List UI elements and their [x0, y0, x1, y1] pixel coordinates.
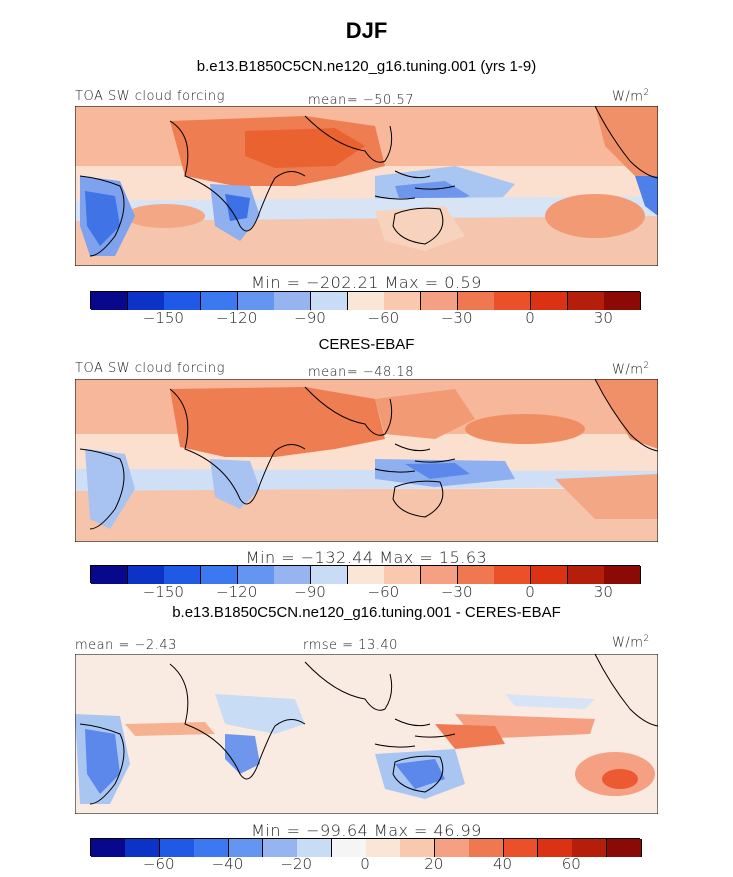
page-title: DJF: [345, 18, 388, 43]
colorbar-swatch: [347, 566, 385, 584]
colorbar-swatch: [421, 292, 459, 310]
colorbar-tick-label: 0: [525, 583, 535, 601]
colorbar-swatch: [237, 566, 275, 584]
colorbar-tick-label: −150: [142, 583, 184, 601]
colorbar-tick-label: −90: [294, 583, 326, 601]
colorbar-swatch: [457, 292, 495, 310]
colorbar-tick-label: −60: [142, 855, 175, 873]
panel2-header: CERES-EBAF: [318, 336, 415, 353]
colorbar-swatch: [164, 292, 202, 310]
panel2-map-svg: [74, 378, 659, 543]
colorbar-swatch: [237, 292, 275, 310]
colorbar-swatch: [311, 292, 349, 310]
panel3-map: [74, 653, 659, 815]
colorbar-tick-label: −120: [216, 583, 258, 601]
colorbar-swatch: [274, 566, 312, 584]
colorbar-tick-label: −30: [440, 309, 473, 327]
colorbar-tick-label: 40: [492, 855, 513, 873]
panel1-minmax: Min = −202.21 Max = 0.59: [251, 273, 482, 292]
panel1-mean-label: mean= −50.57: [308, 93, 415, 108]
colorbar-swatch: [91, 292, 129, 310]
colorbar-swatch: [604, 292, 642, 310]
colorbar-tick-label: 0: [525, 309, 535, 327]
panel3-colorbar-ticks: −60 −40 −20 0 20 40 60: [90, 855, 640, 875]
colorbar-swatch: [384, 292, 422, 310]
panel3-minmax: Min = −99.64 Max = 46.99: [251, 821, 482, 840]
colorbar-swatch: [311, 566, 349, 584]
panel2-mean-label: mean= −48.18: [308, 365, 415, 380]
panel1-field-label: TOA SW cloud forcing: [75, 89, 225, 104]
colorbar-swatch: [606, 839, 642, 857]
panel1-map-svg: [74, 105, 659, 267]
panel3-rmse-label: rmse = 13.40: [303, 638, 398, 653]
colorbar-tick-label: −60: [367, 583, 400, 601]
colorbar-tick-label: −40: [211, 855, 244, 873]
colorbar-tick-label: 30: [593, 309, 613, 327]
panel2-colorbar: [90, 565, 642, 584]
colorbar-tick-label: −60: [367, 309, 400, 327]
colorbar-swatch: [91, 566, 129, 584]
colorbar-swatch: [164, 566, 202, 584]
colorbar-swatch: [201, 292, 239, 310]
panel1-map: [74, 105, 659, 267]
colorbar-swatch: [384, 566, 422, 584]
colorbar-swatch: [201, 566, 239, 584]
colorbar-swatch: [531, 292, 569, 310]
colorbar-tick-label: −150: [142, 309, 184, 327]
panel3-header: b.e13.B1850C5CN.ne120_g16.tuning.001 - C…: [172, 604, 561, 621]
panel1-colorbar: [90, 291, 642, 310]
panel3-units: W/m2: [612, 634, 650, 651]
colorbar-swatch: [127, 566, 165, 584]
colorbar-tick-label: 20: [424, 855, 444, 873]
colorbar-swatch: [567, 292, 605, 310]
panel1-colorbar-ticks: −150 −120 −90 −60 −30 0 30: [90, 309, 640, 329]
panel2-units: W/m2: [612, 361, 650, 378]
colorbar-tick-label: 0: [360, 855, 370, 873]
colorbar-tick-label: −20: [280, 855, 313, 873]
colorbar-tick-label: 30: [593, 583, 613, 601]
colorbar-swatch: [494, 292, 532, 310]
panel2-field-label: TOA SW cloud forcing: [75, 361, 225, 376]
panel2-map: [74, 378, 659, 543]
panel2-colorbar-ticks: −150 −120 −90 −60 −30 0 30: [90, 583, 640, 603]
colorbar-swatch: [421, 566, 459, 584]
panel3-mean-label: mean = −2.43: [75, 638, 177, 653]
panel2-minmax: Min = −132.44 Max = 15.63: [245, 548, 488, 567]
colorbar-swatch: [567, 566, 605, 584]
panel3-colorbar: [90, 838, 642, 857]
colorbar-tick-label: −90: [294, 309, 326, 327]
colorbar-swatch: [531, 566, 569, 584]
panel1-header: b.e13.B1850C5CN.ne120_g16.tuning.001 (yr…: [196, 58, 537, 75]
colorbar-swatch: [457, 566, 495, 584]
colorbar-swatch: [347, 292, 385, 310]
panel3-map-svg: [74, 653, 659, 815]
panel1-units: W/m2: [612, 88, 650, 105]
colorbar-swatch: [127, 292, 165, 310]
colorbar-swatch: [604, 566, 642, 584]
colorbar-tick-label: −120: [216, 309, 258, 327]
colorbar-tick-label: −30: [440, 583, 473, 601]
colorbar-tick-label: 60: [561, 855, 581, 873]
colorbar-swatch: [274, 292, 312, 310]
colorbar-swatch: [494, 566, 532, 584]
